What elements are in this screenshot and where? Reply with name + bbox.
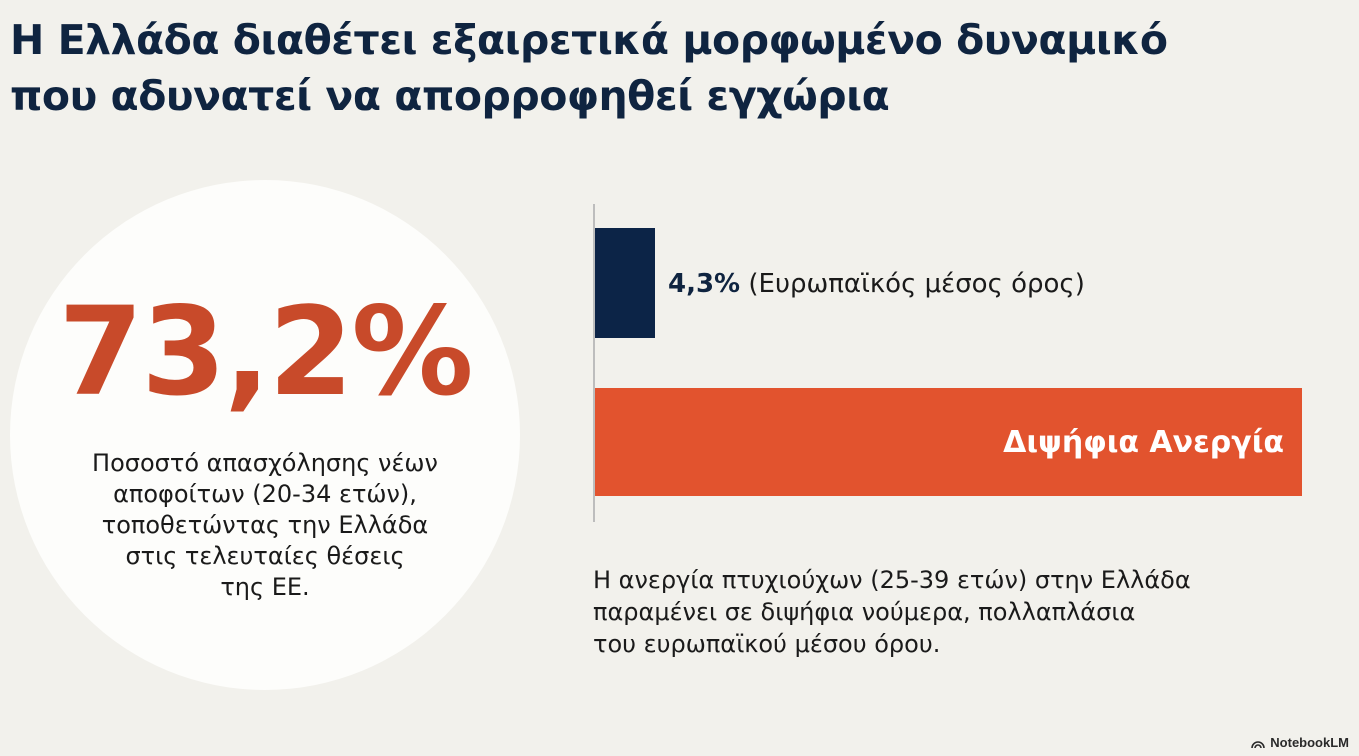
title-line-2: που αδυνατεί να απορροφηθεί εγχώρια [10,72,890,120]
notebooklm-logo-icon [1251,740,1266,748]
page-title: Η Ελλάδα διαθέτει εξαιρετικά μορφωμένο δ… [10,12,1168,124]
greece-unemployment-bar: Διψήφια Ανεργία [595,388,1302,496]
eu-average-caption: (Ευρωπαϊκός μέσος όρος) [748,269,1085,299]
unemployment-description: Η ανεργία πτυχιούχων (25-39 ετών) στην Ε… [593,566,1191,658]
eu-average-value: 4,3% [668,269,741,299]
employment-rate-description: Ποσοστό απασχόλησης νέων αποφοίτων (20-3… [92,449,438,601]
title-line-1: Η Ελλάδα διαθέτει εξαιρετικά μορφωμένο δ… [10,16,1168,64]
chart-axis-line [593,204,595,522]
eu-average-bar [595,228,655,338]
watermark-label: NotebookLM [1270,735,1349,750]
eu-average-label: 4,3% (Ευρωπαϊκός μέσος όρος) [668,264,1085,304]
employment-rate-value: 73,2% [58,281,473,423]
notebooklm-watermark: NotebookLM [1251,735,1349,750]
greece-unemployment-label: Διψήφια Ανεργία [1003,424,1284,460]
stat-circle [10,180,520,690]
